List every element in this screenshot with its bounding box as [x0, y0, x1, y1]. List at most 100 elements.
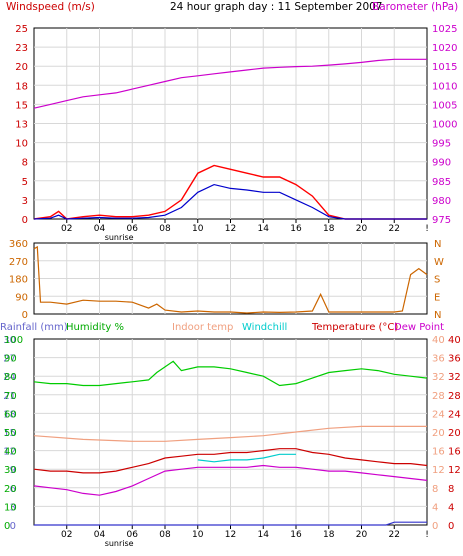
temperature-tick-label: 0: [448, 521, 454, 532]
x-tick-label: 06: [127, 224, 139, 234]
windspeed-tick-label: 0: [22, 215, 28, 226]
rain-tick-label: 27: [3, 354, 16, 365]
rain-tick-label: 30: [3, 335, 16, 346]
windspeed-tick-label: 8: [22, 158, 28, 169]
x-tick-label: 02: [61, 224, 72, 234]
barometer-tick-label: 980: [432, 196, 451, 207]
x-tick-label: 04: [94, 224, 106, 234]
x-tick-label: 02: [61, 530, 72, 540]
temperature-humidity-panel: Rainfall (mm) Humidity % Indoor temp Win…: [0, 322, 461, 548]
x-tick-label: 18: [323, 224, 335, 234]
windspeed-line: [33, 183, 427, 220]
x-tick-label: 14: [258, 224, 270, 234]
x-tick-label: 04: [94, 530, 106, 540]
humidity-tick-label: 80: [4, 372, 17, 383]
indoor-tick-label: 12: [432, 465, 445, 476]
direction-tick-label: 0: [22, 310, 28, 321]
windspeed-tick-label: 15: [15, 100, 28, 111]
windchill-legend: Windchill: [242, 322, 287, 333]
direction-tick-label: 360: [9, 239, 28, 250]
barometer-tick-label: 990: [432, 158, 451, 169]
barometer-tick-label: 1020: [432, 43, 457, 54]
temperature-tick-label: 32: [448, 372, 461, 383]
barometer-tick-label: 1000: [432, 120, 457, 131]
humidity-tick-label: 30: [4, 465, 17, 476]
x-tick-label: 20: [356, 530, 368, 540]
compass-tick-label: S: [434, 275, 440, 286]
wind-direction-line: [33, 245, 428, 314]
compass-tick-label: N: [434, 310, 441, 321]
barometer-tick-label: 1005: [432, 100, 457, 111]
temperature-tick-label: 16: [448, 447, 461, 458]
temperature-tick-label: 36: [448, 354, 461, 365]
x-tick-label: 16: [290, 530, 302, 540]
indoor-line: [33, 425, 427, 442]
temperature-tick-label: 28: [448, 391, 461, 402]
rain-tick-label: 0: [10, 521, 16, 532]
windspeed-tick-label: 25: [15, 24, 28, 35]
windspeed-axis-label: Windspeed (m/s): [6, 1, 95, 13]
humidity-tick-label: 50: [4, 428, 17, 439]
indoor-temp-legend: Indoor temp: [172, 322, 233, 333]
gust-line: [33, 164, 427, 220]
indoor-tick-label: 24: [432, 409, 445, 420]
rain-tick-label: 6: [10, 484, 16, 495]
barometer-tick-label: 1025: [432, 24, 457, 35]
compass-tick-label: N: [434, 239, 441, 250]
temperature-tick-label: 8: [448, 484, 454, 495]
humidity-tick-label: 10: [4, 502, 17, 513]
barometer-line: [33, 58, 427, 109]
humidity-tick-label: 60: [4, 409, 17, 420]
temperature-tick-label: 12: [448, 465, 461, 476]
humidity-tick-label: 70: [4, 391, 17, 402]
x-tick-label: 06: [127, 530, 139, 540]
humidity-tick-label: 20: [4, 484, 17, 495]
x-tick-label: 18: [323, 530, 335, 540]
dewpoint-legend: Dew Point: [394, 322, 444, 333]
dewpoint-line: [33, 464, 428, 496]
x-tick-end: !: [425, 530, 429, 540]
temperature-tick-label: 20: [448, 428, 461, 439]
x-tick-label: 20: [356, 224, 368, 234]
indoor-tick-label: 4: [432, 502, 438, 513]
direction-tick-label: 270: [9, 257, 28, 268]
windspeed-tick-label: 18: [15, 81, 28, 92]
windspeed-tick-label: 23: [15, 43, 28, 54]
x-tick-label: 22: [389, 530, 400, 540]
windspeed-tick-label: 10: [15, 139, 28, 150]
rainfall-legend: Rainfall (mm): [0, 322, 68, 333]
windspeed-tick-label: 13: [15, 120, 28, 131]
humidity-tick-label: 0: [4, 521, 10, 532]
x-tick-label: 08: [159, 530, 171, 540]
barometer-tick-label: 1010: [432, 81, 457, 92]
windspeed-tick-label: 3: [22, 196, 28, 207]
temperature-legend: Temperature (°C): [311, 322, 398, 333]
rain-tick-label: 15: [3, 428, 16, 439]
barometer-tick-label: 975: [432, 215, 451, 226]
barometer-tick-label: 985: [432, 177, 451, 188]
temperature-line: [33, 448, 428, 474]
rain-tick-label: 12: [3, 447, 16, 458]
humidity-tick-label: 90: [4, 354, 17, 365]
windspeed-tick-label: 5: [22, 177, 28, 188]
direction-tick-label: 90: [15, 292, 28, 303]
sunrise-label: sunrise: [105, 233, 134, 242]
temperature-tick-label: 40: [448, 335, 461, 346]
humidity-tick-label: 40: [4, 447, 17, 458]
rain-tick-label: 9: [10, 465, 16, 476]
barometer-tick-label: 1015: [432, 62, 457, 73]
wind-barometer-panel: Windspeed (m/s) 24 hour graph day : 11 S…: [6, 1, 458, 242]
compass-tick-label: E: [434, 292, 440, 303]
direction-tick-label: 180: [9, 275, 28, 286]
sunrise-label: sunrise: [105, 539, 134, 548]
indoor-tick-label: 40: [432, 335, 445, 346]
rain-tick-label: 21: [3, 391, 16, 402]
x-tick-end: !: [425, 224, 429, 234]
indoor-tick-label: 36: [432, 354, 445, 365]
indoor-tick-label: 8: [432, 484, 438, 495]
temperature-tick-label: 24: [448, 409, 461, 420]
indoor-tick-label: 20: [432, 428, 445, 439]
compass-tick-label: W: [434, 257, 444, 268]
